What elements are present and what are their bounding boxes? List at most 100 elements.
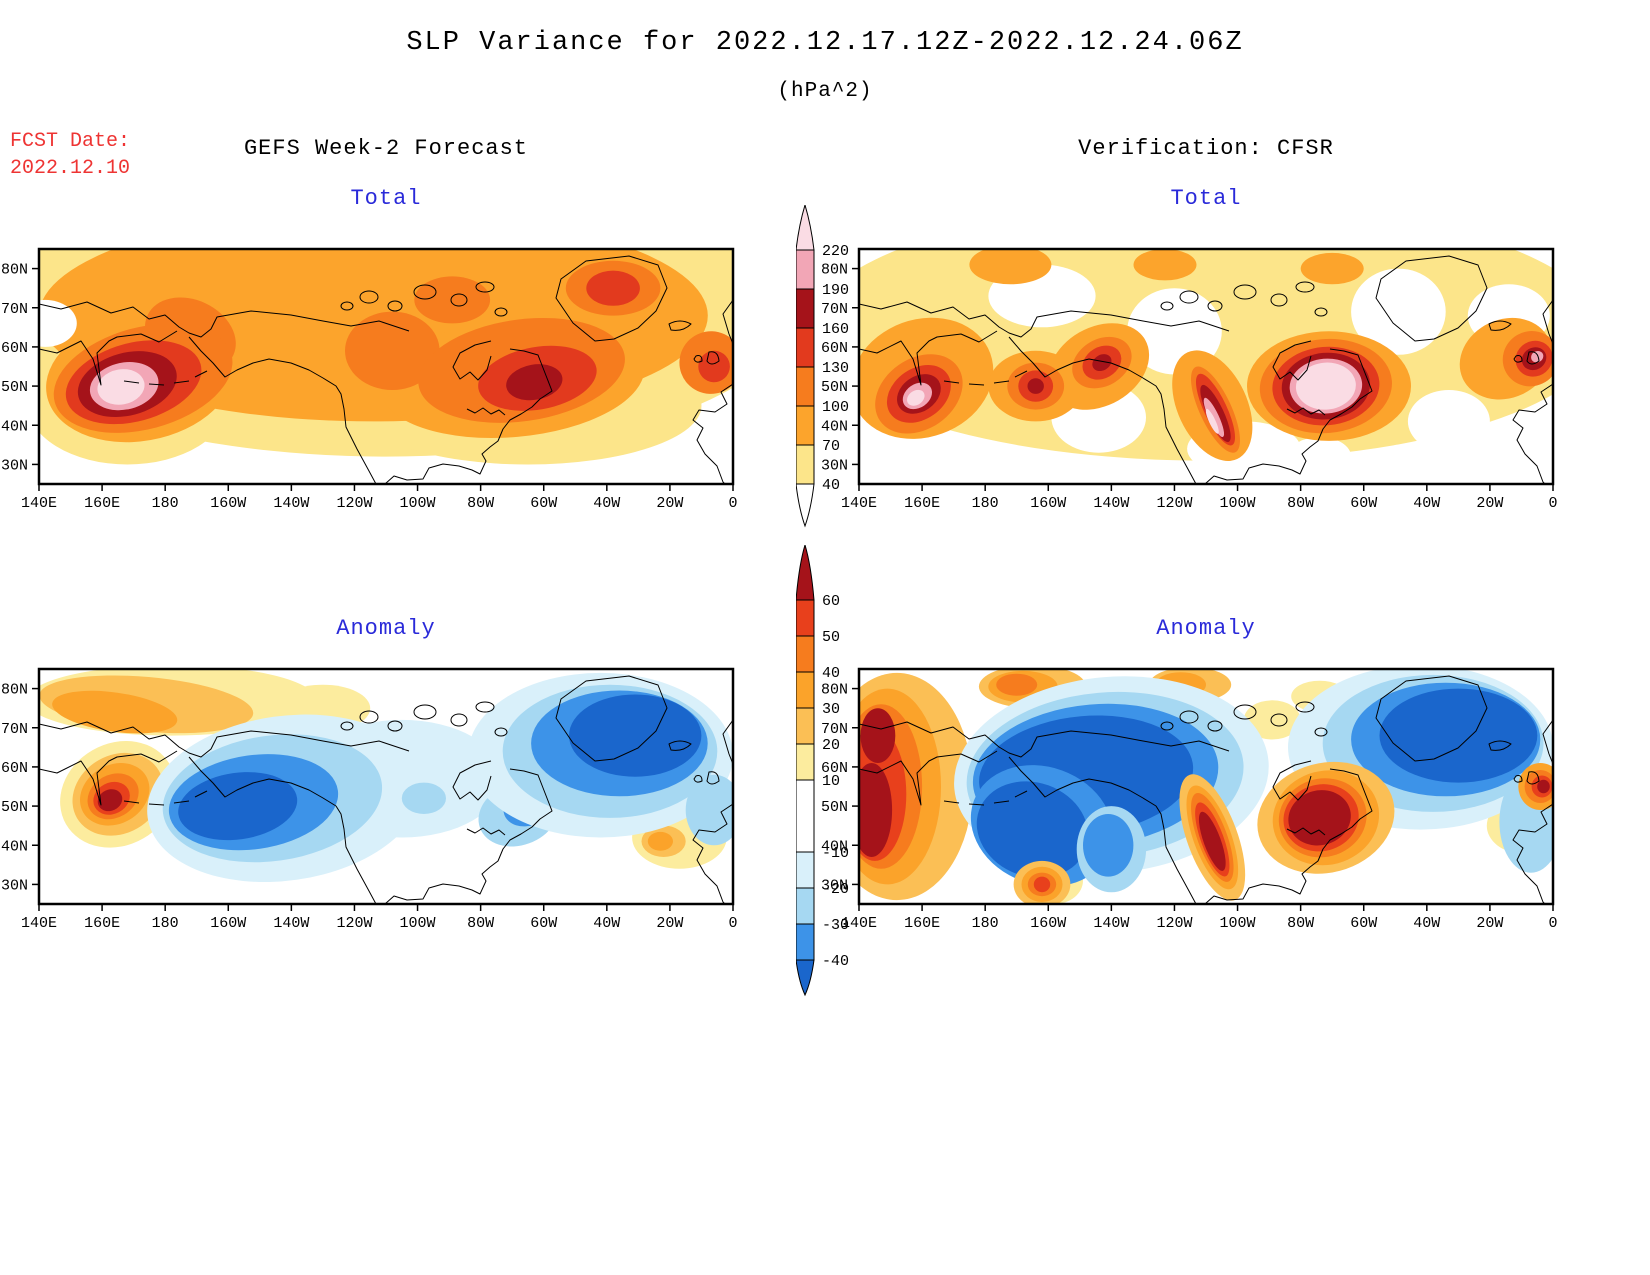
svg-text:70N: 70N bbox=[821, 301, 848, 318]
svg-text:120W: 120W bbox=[1156, 495, 1192, 512]
svg-text:50N: 50N bbox=[821, 799, 848, 816]
svg-text:20: 20 bbox=[822, 737, 840, 754]
contour-fills bbox=[859, 249, 1553, 484]
svg-text:70: 70 bbox=[822, 438, 840, 455]
svg-text:140E: 140E bbox=[841, 915, 877, 932]
svg-text:40W: 40W bbox=[593, 495, 620, 512]
svg-text:-40: -40 bbox=[822, 953, 849, 970]
svg-text:40: 40 bbox=[822, 665, 840, 682]
svg-text:140W: 140W bbox=[1093, 495, 1129, 512]
svg-text:160W: 160W bbox=[1030, 915, 1066, 932]
svg-text:40N: 40N bbox=[821, 838, 848, 855]
svg-text:70N: 70N bbox=[821, 721, 848, 738]
svg-text:80N: 80N bbox=[821, 262, 848, 279]
svg-text:60N: 60N bbox=[821, 340, 848, 357]
svg-text:30N: 30N bbox=[821, 457, 848, 474]
svg-text:80W: 80W bbox=[467, 495, 494, 512]
svg-text:0: 0 bbox=[1548, 915, 1557, 932]
svg-text:60: 60 bbox=[822, 593, 840, 610]
svg-text:20W: 20W bbox=[1476, 915, 1503, 932]
svg-text:40W: 40W bbox=[1413, 915, 1440, 932]
svg-text:80W: 80W bbox=[467, 915, 494, 932]
svg-text:60N: 60N bbox=[1, 760, 28, 777]
svg-text:140W: 140W bbox=[273, 495, 309, 512]
forecast-date-block: FCST Date: 2022.12.10 bbox=[10, 128, 130, 182]
svg-text:60N: 60N bbox=[821, 760, 848, 777]
svg-text:100W: 100W bbox=[400, 495, 436, 512]
svg-text:20W: 20W bbox=[1476, 495, 1503, 512]
coastlines bbox=[39, 255, 733, 484]
forecast-date-value: 2022.12.10 bbox=[10, 157, 131, 180]
svg-text:140W: 140W bbox=[273, 915, 309, 932]
map-cfsr-anomaly: 80N 70N 60N 50N 40N 30N 140E 160E 180 160W 140W 120… bbox=[821, 667, 1558, 932]
contour-fills bbox=[39, 669, 733, 904]
svg-text:140E: 140E bbox=[21, 915, 57, 932]
svg-text:-30: -30 bbox=[822, 917, 849, 934]
map-cfsr-total: 80N 70N 60N 50N 40N 30N 140E 160E 180 160W 140W 120… bbox=[821, 247, 1558, 512]
svg-text:80W: 80W bbox=[1287, 495, 1314, 512]
svg-text:40N: 40N bbox=[1, 418, 28, 435]
column-header-gefs: GEFS Week-2 Forecast bbox=[243, 136, 529, 161]
svg-text:80N: 80N bbox=[1, 682, 28, 699]
svg-text:120W: 120W bbox=[336, 915, 372, 932]
svg-text:40: 40 bbox=[822, 477, 840, 494]
svg-text:140W: 140W bbox=[1093, 915, 1129, 932]
contour-fills bbox=[39, 249, 733, 484]
svg-text:160W: 160W bbox=[210, 915, 246, 932]
svg-text:60W: 60W bbox=[1350, 495, 1377, 512]
panel-title-cfsr-anomaly: Anomaly bbox=[1156, 616, 1256, 641]
map-gefs-total: 80N 70N 60N 50N 40N 30N 140E 160E 180 160W 140W 120… bbox=[1, 247, 738, 512]
colorbar-total: 220 190 160 130 100 70 40 bbox=[796, 205, 849, 528]
svg-text:190: 190 bbox=[822, 282, 849, 299]
svg-text:-20: -20 bbox=[822, 881, 849, 898]
forecast-date-label: FCST Date: bbox=[10, 130, 131, 153]
svg-text:30N: 30N bbox=[821, 877, 848, 894]
coastlines bbox=[859, 675, 1553, 904]
svg-text:120W: 120W bbox=[1156, 915, 1192, 932]
colorbar-anomaly: 60 50 40 30 20 10 -10 -20 -30 -40 bbox=[796, 545, 849, 997]
svg-text:180: 180 bbox=[972, 915, 999, 932]
svg-text:160E: 160E bbox=[84, 915, 120, 932]
svg-text:70N: 70N bbox=[1, 721, 28, 738]
svg-text:0: 0 bbox=[728, 915, 737, 932]
svg-text:140E: 140E bbox=[841, 495, 877, 512]
svg-text:0: 0 bbox=[728, 495, 737, 512]
svg-text:100W: 100W bbox=[1220, 495, 1256, 512]
svg-text:60W: 60W bbox=[530, 915, 557, 932]
svg-text:100: 100 bbox=[822, 399, 849, 416]
figure-units-label: (hPa^2) bbox=[777, 80, 873, 103]
svg-text:80N: 80N bbox=[821, 682, 848, 699]
panel-title-gefs-anomaly: Anomaly bbox=[336, 616, 436, 641]
svg-text:40W: 40W bbox=[1413, 495, 1440, 512]
svg-text:40N: 40N bbox=[821, 418, 848, 435]
panel-title-gefs-total: Total bbox=[350, 186, 422, 211]
svg-text:140E: 140E bbox=[21, 495, 57, 512]
svg-text:160E: 160E bbox=[84, 495, 120, 512]
svg-text:30N: 30N bbox=[1, 877, 28, 894]
svg-text:100W: 100W bbox=[400, 915, 436, 932]
svg-text:180: 180 bbox=[152, 915, 179, 932]
svg-text:160W: 160W bbox=[1030, 495, 1066, 512]
column-header-cfsr: Verification: CFSR bbox=[1078, 136, 1334, 161]
svg-text:180: 180 bbox=[972, 495, 999, 512]
svg-text:0: 0 bbox=[1548, 495, 1557, 512]
svg-text:50N: 50N bbox=[1, 799, 28, 816]
svg-text:40N: 40N bbox=[1, 838, 28, 855]
coastlines bbox=[859, 255, 1553, 484]
svg-text:160W: 160W bbox=[210, 495, 246, 512]
svg-text:80W: 80W bbox=[1287, 915, 1314, 932]
svg-text:20W: 20W bbox=[656, 915, 683, 932]
svg-text:70N: 70N bbox=[1, 301, 28, 318]
coastlines bbox=[39, 675, 733, 904]
svg-text:60W: 60W bbox=[530, 495, 557, 512]
svg-text:120W: 120W bbox=[336, 495, 372, 512]
panel-title-cfsr-total: Total bbox=[1170, 186, 1242, 211]
svg-text:40W: 40W bbox=[593, 915, 620, 932]
svg-text:100W: 100W bbox=[1220, 915, 1256, 932]
contour-fills bbox=[859, 669, 1553, 904]
svg-text:30N: 30N bbox=[1, 457, 28, 474]
svg-text:160E: 160E bbox=[904, 915, 940, 932]
map-gefs-anomaly: 80N 70N 60N 50N 40N 30N 140E 160E 180 160W 140W 120… bbox=[1, 667, 738, 932]
svg-text:80N: 80N bbox=[1, 262, 28, 279]
